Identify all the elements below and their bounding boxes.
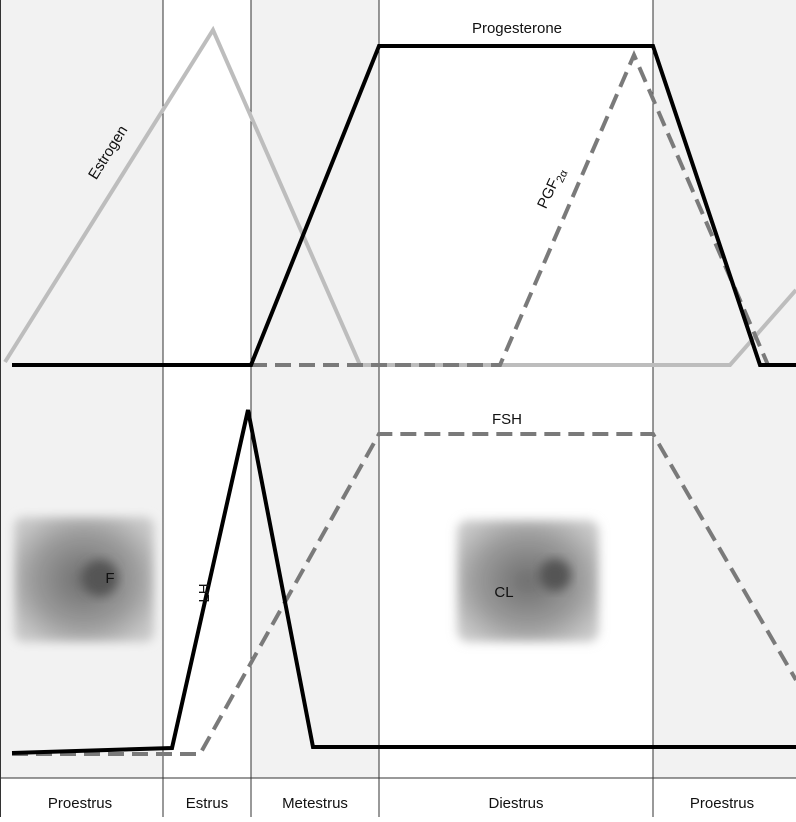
follicle-image: F: [14, 517, 154, 642]
shade: [0, 0, 163, 778]
image-label: CL: [494, 584, 513, 601]
phase-label: Diestrus: [488, 795, 543, 812]
image-label: F: [105, 570, 114, 587]
hormone-label: FSH: [492, 411, 522, 428]
hormone-label: Progesterone: [472, 20, 562, 37]
hormone-label: PGF2α: [534, 164, 571, 212]
phase-label: Metestrus: [282, 795, 348, 812]
phase-label: Proestrus: [690, 795, 754, 812]
shade: [653, 0, 796, 778]
hormone-label: LH: [196, 583, 213, 602]
shade: [251, 0, 379, 778]
phase-label: Estrus: [186, 795, 229, 812]
phase-label: Proestrus: [48, 795, 112, 812]
diagram: F CL Estrogen Progesterone PGF2α FSH LH …: [0, 0, 796, 817]
cl-image: CL: [457, 520, 599, 642]
